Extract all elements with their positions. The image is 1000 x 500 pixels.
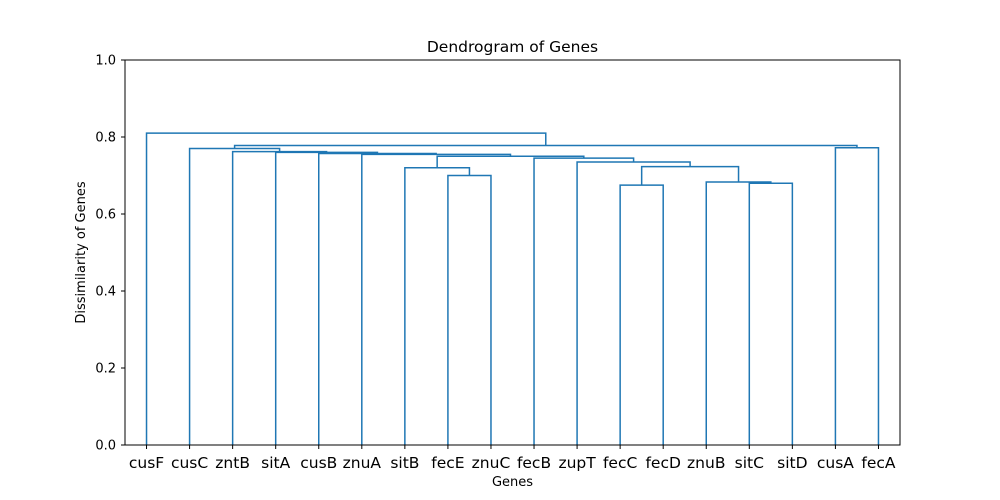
y-tick-label: 0.4 [95,285,116,300]
leaf-label-zupT: zupT [558,454,596,472]
leaf-label-sitB: sitB [390,454,419,472]
leaf-label-cusC: cusC [171,454,208,472]
leaf-label-fecE: fecE [431,454,464,472]
dendrogram-link-17 [145,132,547,445]
x-axis-title: Genes [492,475,533,490]
leaf-label-znuB: znuB [687,454,725,472]
y-tick-label: 0.6 [95,208,116,223]
y-tick-label: 0.8 [95,131,116,146]
leaf-label-cusA: cusA [817,454,854,472]
leaf-label-fecD: fecD [645,454,681,472]
y-axis-ticks: 0.0 0.2 0.4 0.6 0.8 1.0 [95,54,125,454]
y-axis-title: Dissimilarity of Genes [74,181,89,323]
y-tick-label: 0.2 [95,362,116,377]
leaf-label-sitC: sitC [735,454,764,472]
leaf-label-znuC: znuC [472,454,511,472]
leaf-label-cusF: cusF [129,454,164,472]
leaf-label-fecA: fecA [861,454,896,472]
plot-frame [124,59,901,446]
y-tick-label: 1.0 [95,54,116,69]
leaf-label-znuA: znuA [343,454,382,472]
leaf-label-fecC: fecC [603,454,637,472]
chart-title: Dendrogram of Genes [427,38,598,56]
leaf-label-cusB: cusB [300,454,337,472]
leaf-label-fecB: fecB [517,454,551,472]
y-tick-label: 0.0 [95,439,116,454]
leaf-label-sitD: sitD [777,454,807,472]
leaf-label-sitA: sitA [261,454,290,472]
dendrogram-links [145,132,880,445]
leaf-label-zntB: zntB [215,454,250,472]
x-axis-leaf-labels: cusF cusC zntB sitA cusB znuA sitB fecE znuC fecB… [129,445,896,472]
